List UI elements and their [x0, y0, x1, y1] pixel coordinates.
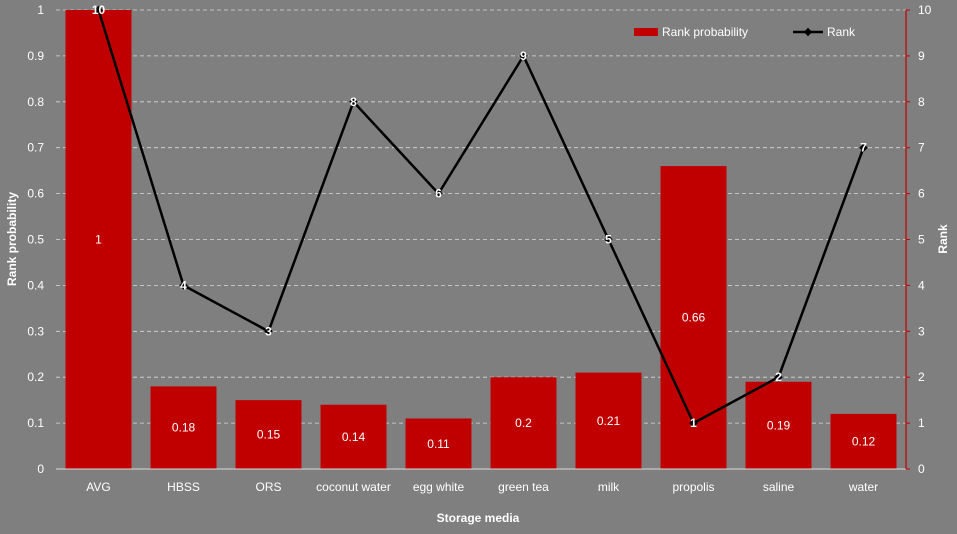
x-tick-label: water — [848, 480, 878, 494]
x-tick-label: HBSS — [167, 480, 200, 494]
rank-value-label: 8 — [350, 95, 357, 109]
gridlines — [56, 9, 906, 424]
bar — [830, 413, 897, 469]
bar-value-label: 0.12 — [852, 434, 876, 448]
y2-tick-label: 8 — [918, 95, 925, 109]
y-tick-label: 0.6 — [27, 187, 44, 201]
y2-tick-label: 6 — [918, 187, 925, 201]
y-tick-label: 0.9 — [27, 49, 44, 63]
rank-line-series — [94, 5, 868, 428]
rank-value-label: 4 — [180, 278, 187, 292]
rank-value-label: 2 — [775, 370, 782, 384]
y2-tick-label: 1 — [918, 416, 925, 430]
legend-bar-label: Rank probability — [662, 25, 748, 39]
rank-marker — [774, 372, 783, 382]
legend: Rank probability Rank — [634, 25, 856, 39]
x-axis-title: Storage media — [437, 511, 520, 525]
rank-marker — [179, 281, 188, 290]
y2-tick-label: 0 — [918, 462, 925, 476]
bar-value-label: 0.11 — [427, 437, 450, 451]
bar-value-label: 1 — [95, 233, 102, 247]
rank-value-label: 3 — [265, 324, 272, 338]
bar — [150, 386, 217, 469]
rank-value-label: 5 — [605, 233, 612, 247]
y-tick-label: 1 — [37, 3, 44, 17]
y2-tick-label: 2 — [918, 370, 925, 384]
y2-tick-label: 10 — [918, 3, 932, 17]
y-tick-label: 0.5 — [27, 233, 44, 247]
x-tick-label: coconut water — [316, 480, 391, 494]
y2-tick-label: 9 — [918, 49, 925, 63]
rank-marker — [264, 327, 273, 336]
bar — [490, 377, 557, 469]
bar — [405, 418, 472, 469]
rank-marker — [434, 189, 443, 198]
rank-value-label: 9 — [520, 49, 527, 63]
bar-value-label: 0.15 — [257, 428, 281, 442]
bar — [65, 10, 132, 469]
x-tick-label: ORS — [255, 480, 281, 494]
rank-marker — [689, 418, 698, 428]
x-tick-label: AVG — [86, 480, 110, 494]
y2-tick-label: 5 — [918, 233, 925, 247]
bar-series — [65, 10, 897, 469]
rank-line — [97, 9, 865, 425]
bar — [575, 372, 642, 469]
bar-value-label: 0.66 — [682, 311, 706, 325]
bar — [660, 166, 727, 469]
bar — [745, 381, 812, 469]
data-labels: 1 0.18 0.15 0.14 0.11 0.2 0.21 0.66 0.19 0.12 10 4 3… — [92, 3, 876, 451]
bar — [235, 400, 302, 469]
rank-value-label: 1 — [690, 416, 697, 430]
y-tick-label: 0.4 — [27, 278, 44, 292]
tick-labels: 00.10.20.30.40.50.60.70.80.9101234567891… — [27, 3, 931, 494]
legend-line-label: Rank — [827, 25, 856, 39]
y-tick-label: 0 — [37, 462, 44, 476]
y2-axis-title: Rank — [936, 224, 950, 254]
y-tick-label: 0.7 — [27, 141, 44, 155]
x-tick-label: egg white — [413, 480, 465, 494]
y-tick-label: 0.2 — [27, 370, 44, 384]
y-tick-label: 0.3 — [27, 324, 44, 338]
bar — [320, 404, 387, 469]
x-tick-label: saline — [763, 480, 795, 494]
legend-bar-swatch — [634, 28, 658, 36]
rank-value-label: 10 — [92, 3, 106, 17]
bar-value-label: 0.21 — [597, 414, 621, 428]
bar-value-label: 0.14 — [342, 430, 366, 444]
y-tick-label: 0.8 — [27, 95, 44, 109]
x-tick-label: green tea — [498, 480, 549, 494]
bar-value-label: 0.18 — [172, 421, 196, 435]
rank-value-label: 7 — [860, 141, 867, 155]
x-tick-label: propolis — [672, 480, 714, 494]
y-axis-title: Rank probability — [5, 192, 19, 286]
y2-tick-label: 4 — [918, 278, 925, 292]
bar-value-label: 0.2 — [515, 416, 532, 430]
y-tick-label: 0.1 — [27, 416, 44, 430]
rank-value-label: 6 — [435, 187, 442, 201]
y2-tick-label: 3 — [918, 324, 925, 338]
axes — [56, 9, 910, 470]
x-tick-label: milk — [598, 480, 620, 494]
rank-marker — [349, 97, 358, 107]
y2-tick-label: 7 — [918, 141, 925, 155]
bar-value-label: 0.19 — [767, 418, 791, 432]
